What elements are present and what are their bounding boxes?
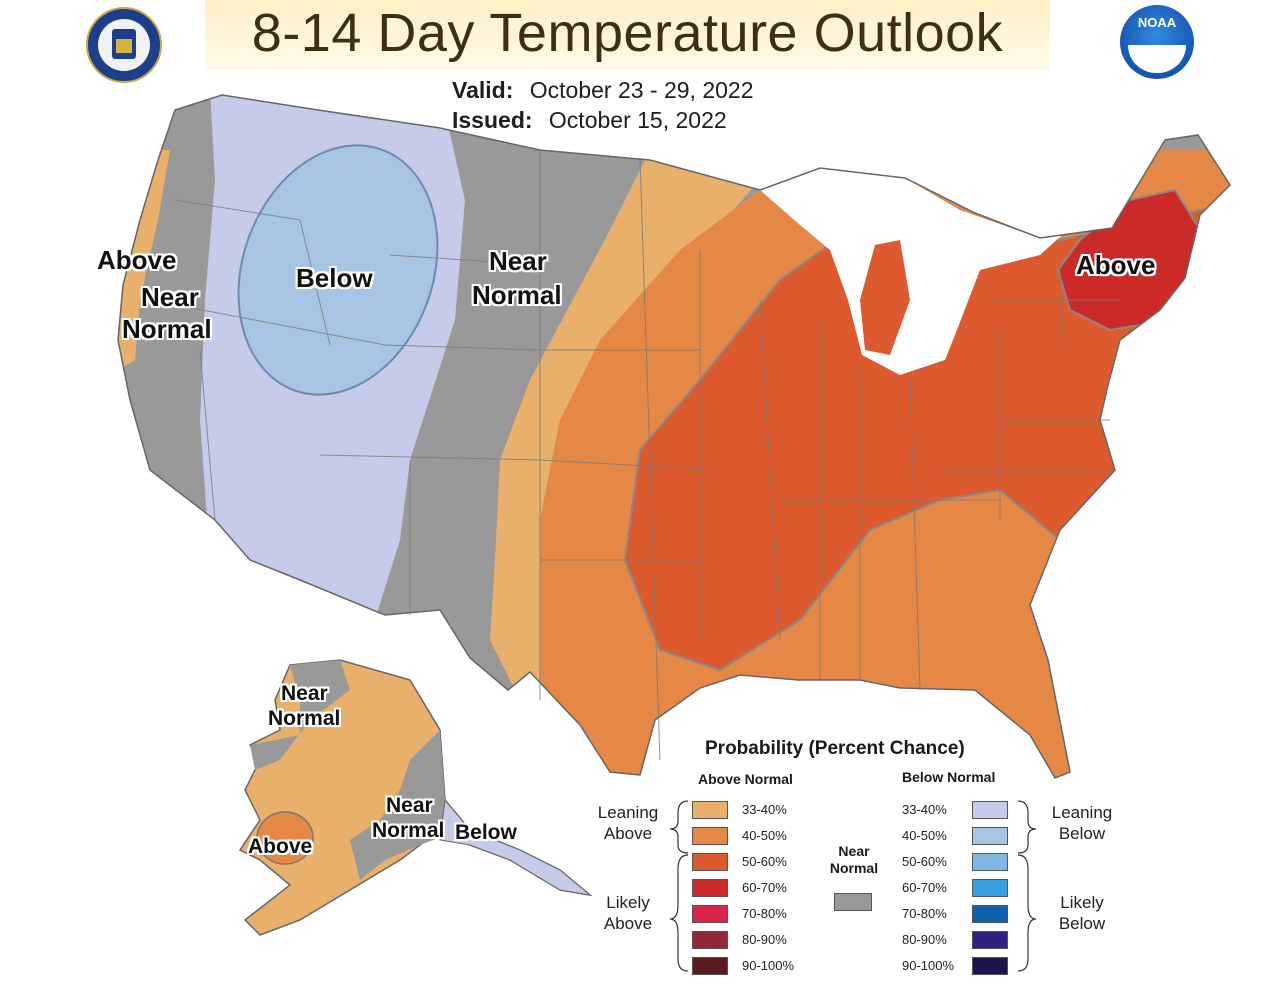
alaska-below-label: Below bbox=[455, 821, 517, 844]
alaska-above-40-50 bbox=[256, 811, 314, 865]
brace-likely-below bbox=[1017, 854, 1037, 972]
brace-likely-above bbox=[669, 854, 689, 972]
below-40-50-region bbox=[237, 144, 439, 396]
legend-near-header: Near Normal bbox=[824, 843, 884, 877]
legend-above-swatch bbox=[692, 957, 728, 975]
legend-likely-below: Likely Below bbox=[1040, 892, 1124, 935]
legend-above-swatch bbox=[692, 905, 728, 923]
legend-below-label: 50-60% bbox=[902, 854, 947, 869]
northwest-below-label: Below bbox=[296, 263, 373, 293]
state-borders bbox=[149, 150, 1120, 761]
alaska-leaning-below bbox=[439, 798, 592, 896]
plains-normal-label: Normal bbox=[472, 280, 562, 310]
likely-above-line2: Above bbox=[603, 914, 653, 934]
legend-above-label: 50-60% bbox=[742, 854, 787, 869]
legend-below-swatch bbox=[972, 905, 1008, 923]
legend-below-swatch bbox=[972, 801, 1008, 819]
legend-below-header: Below Normal bbox=[902, 769, 996, 785]
leaning-above-band bbox=[490, 150, 760, 700]
near-header-line1: Near bbox=[838, 843, 870, 859]
alaska-normal-label: Normal bbox=[268, 707, 341, 730]
westcoast-leaning-above bbox=[118, 150, 170, 380]
legend-above-swatch bbox=[692, 879, 728, 897]
legend-below-label: 40-50% bbox=[902, 828, 947, 843]
legend-below-swatch bbox=[972, 853, 1008, 871]
leaning-above-line1: Leaning bbox=[597, 803, 659, 822]
legend-leaning-above: Leaning Above bbox=[590, 802, 666, 845]
likely-below-line1: Likely bbox=[1060, 893, 1104, 912]
leaning-above-line2: Above bbox=[603, 824, 653, 844]
legend-above-label: 70-80% bbox=[742, 906, 787, 921]
commerce-seal-icon bbox=[86, 7, 162, 83]
legend-leaning-below: Leaning Below bbox=[1040, 802, 1124, 845]
northeast-above-label: Above bbox=[1076, 250, 1156, 280]
alaska-near-label: Near bbox=[281, 682, 328, 705]
alaska-above-label: Above bbox=[248, 835, 313, 858]
westcoast-normal-label: Normal bbox=[122, 314, 212, 344]
page-title: 8-14 Day Temperature Outlook bbox=[251, 3, 1004, 63]
issued-value: October 15, 2022 bbox=[548, 107, 727, 133]
legend-above-label: 40-50% bbox=[742, 828, 787, 843]
issued-row: Issued: October 15, 2022 bbox=[452, 107, 727, 134]
legend-below-swatch bbox=[972, 957, 1008, 975]
conus-map-regions bbox=[118, 95, 1230, 778]
legend-below-label: 70-80% bbox=[902, 906, 947, 921]
noaa-logo-icon: NOAA bbox=[1120, 5, 1194, 79]
legend-above-label: 60-70% bbox=[742, 880, 787, 895]
legend-below-label: 80-90% bbox=[902, 932, 947, 947]
near-header-line2: Normal bbox=[829, 859, 879, 876]
alaska-map bbox=[238, 659, 593, 936]
legend-above-header: Above Normal bbox=[698, 771, 793, 787]
brace-leaning-below bbox=[1017, 800, 1037, 854]
leaning-below-line1: Leaning bbox=[1051, 803, 1113, 822]
legend-above-swatch bbox=[692, 853, 728, 871]
legend-above-label: 90-100% bbox=[742, 958, 795, 973]
valid-value: October 23 - 29, 2022 bbox=[529, 77, 754, 103]
title-banner: 8-14 Day Temperature Outlook bbox=[205, 0, 1050, 70]
likely-above-line1: Likely bbox=[606, 893, 650, 912]
legend-near-swatch bbox=[834, 893, 872, 911]
issued-label: Issued: bbox=[452, 107, 533, 133]
legend-below-label: 33-40% bbox=[902, 802, 947, 817]
legend-braces bbox=[669, 800, 1037, 972]
valid-row: Valid: October 23 - 29, 2022 bbox=[452, 77, 754, 104]
legend-below-label: 90-100% bbox=[902, 958, 955, 973]
plains-near-label: Near bbox=[489, 246, 547, 276]
legend-above-swatch bbox=[692, 827, 728, 845]
great-lakes-region bbox=[760, 165, 1070, 375]
legend-above-swatch bbox=[692, 931, 728, 949]
alaska-se-normal-label: Normal bbox=[372, 819, 445, 842]
legend-below-label: 60-70% bbox=[902, 880, 947, 895]
legend-title: Probability (Percent Chance) bbox=[705, 738, 965, 759]
westcoast-above-label: Above bbox=[97, 245, 177, 275]
likely-below-line2: Below bbox=[1058, 914, 1106, 934]
conus-outline bbox=[117, 94, 1231, 779]
brace-leaning-above bbox=[669, 800, 689, 854]
legend-likely-above: Likely Above bbox=[590, 892, 666, 935]
legend-above-label: 33-40% bbox=[742, 802, 787, 817]
valid-label: Valid: bbox=[452, 77, 514, 103]
alaska-se-near-label: Near bbox=[386, 794, 433, 817]
legend-above-swatch bbox=[692, 801, 728, 819]
alaska-near-normal-west bbox=[250, 660, 350, 770]
legend: Probability (Percent Chance) Above Norma… bbox=[580, 735, 1140, 985]
legend-below-swatch bbox=[972, 827, 1008, 845]
noaa-logo-text: NOAA bbox=[1137, 15, 1177, 30]
leaning-below-line2: Below bbox=[1058, 824, 1106, 844]
westcoast-near-label: Near bbox=[141, 282, 199, 312]
michigan-peninsula bbox=[860, 240, 910, 355]
legend-below-swatch bbox=[972, 879, 1008, 897]
legend-above-label: 80-90% bbox=[742, 932, 787, 947]
legend-below-swatch bbox=[972, 931, 1008, 949]
alaska-near-normal-se bbox=[350, 730, 460, 880]
